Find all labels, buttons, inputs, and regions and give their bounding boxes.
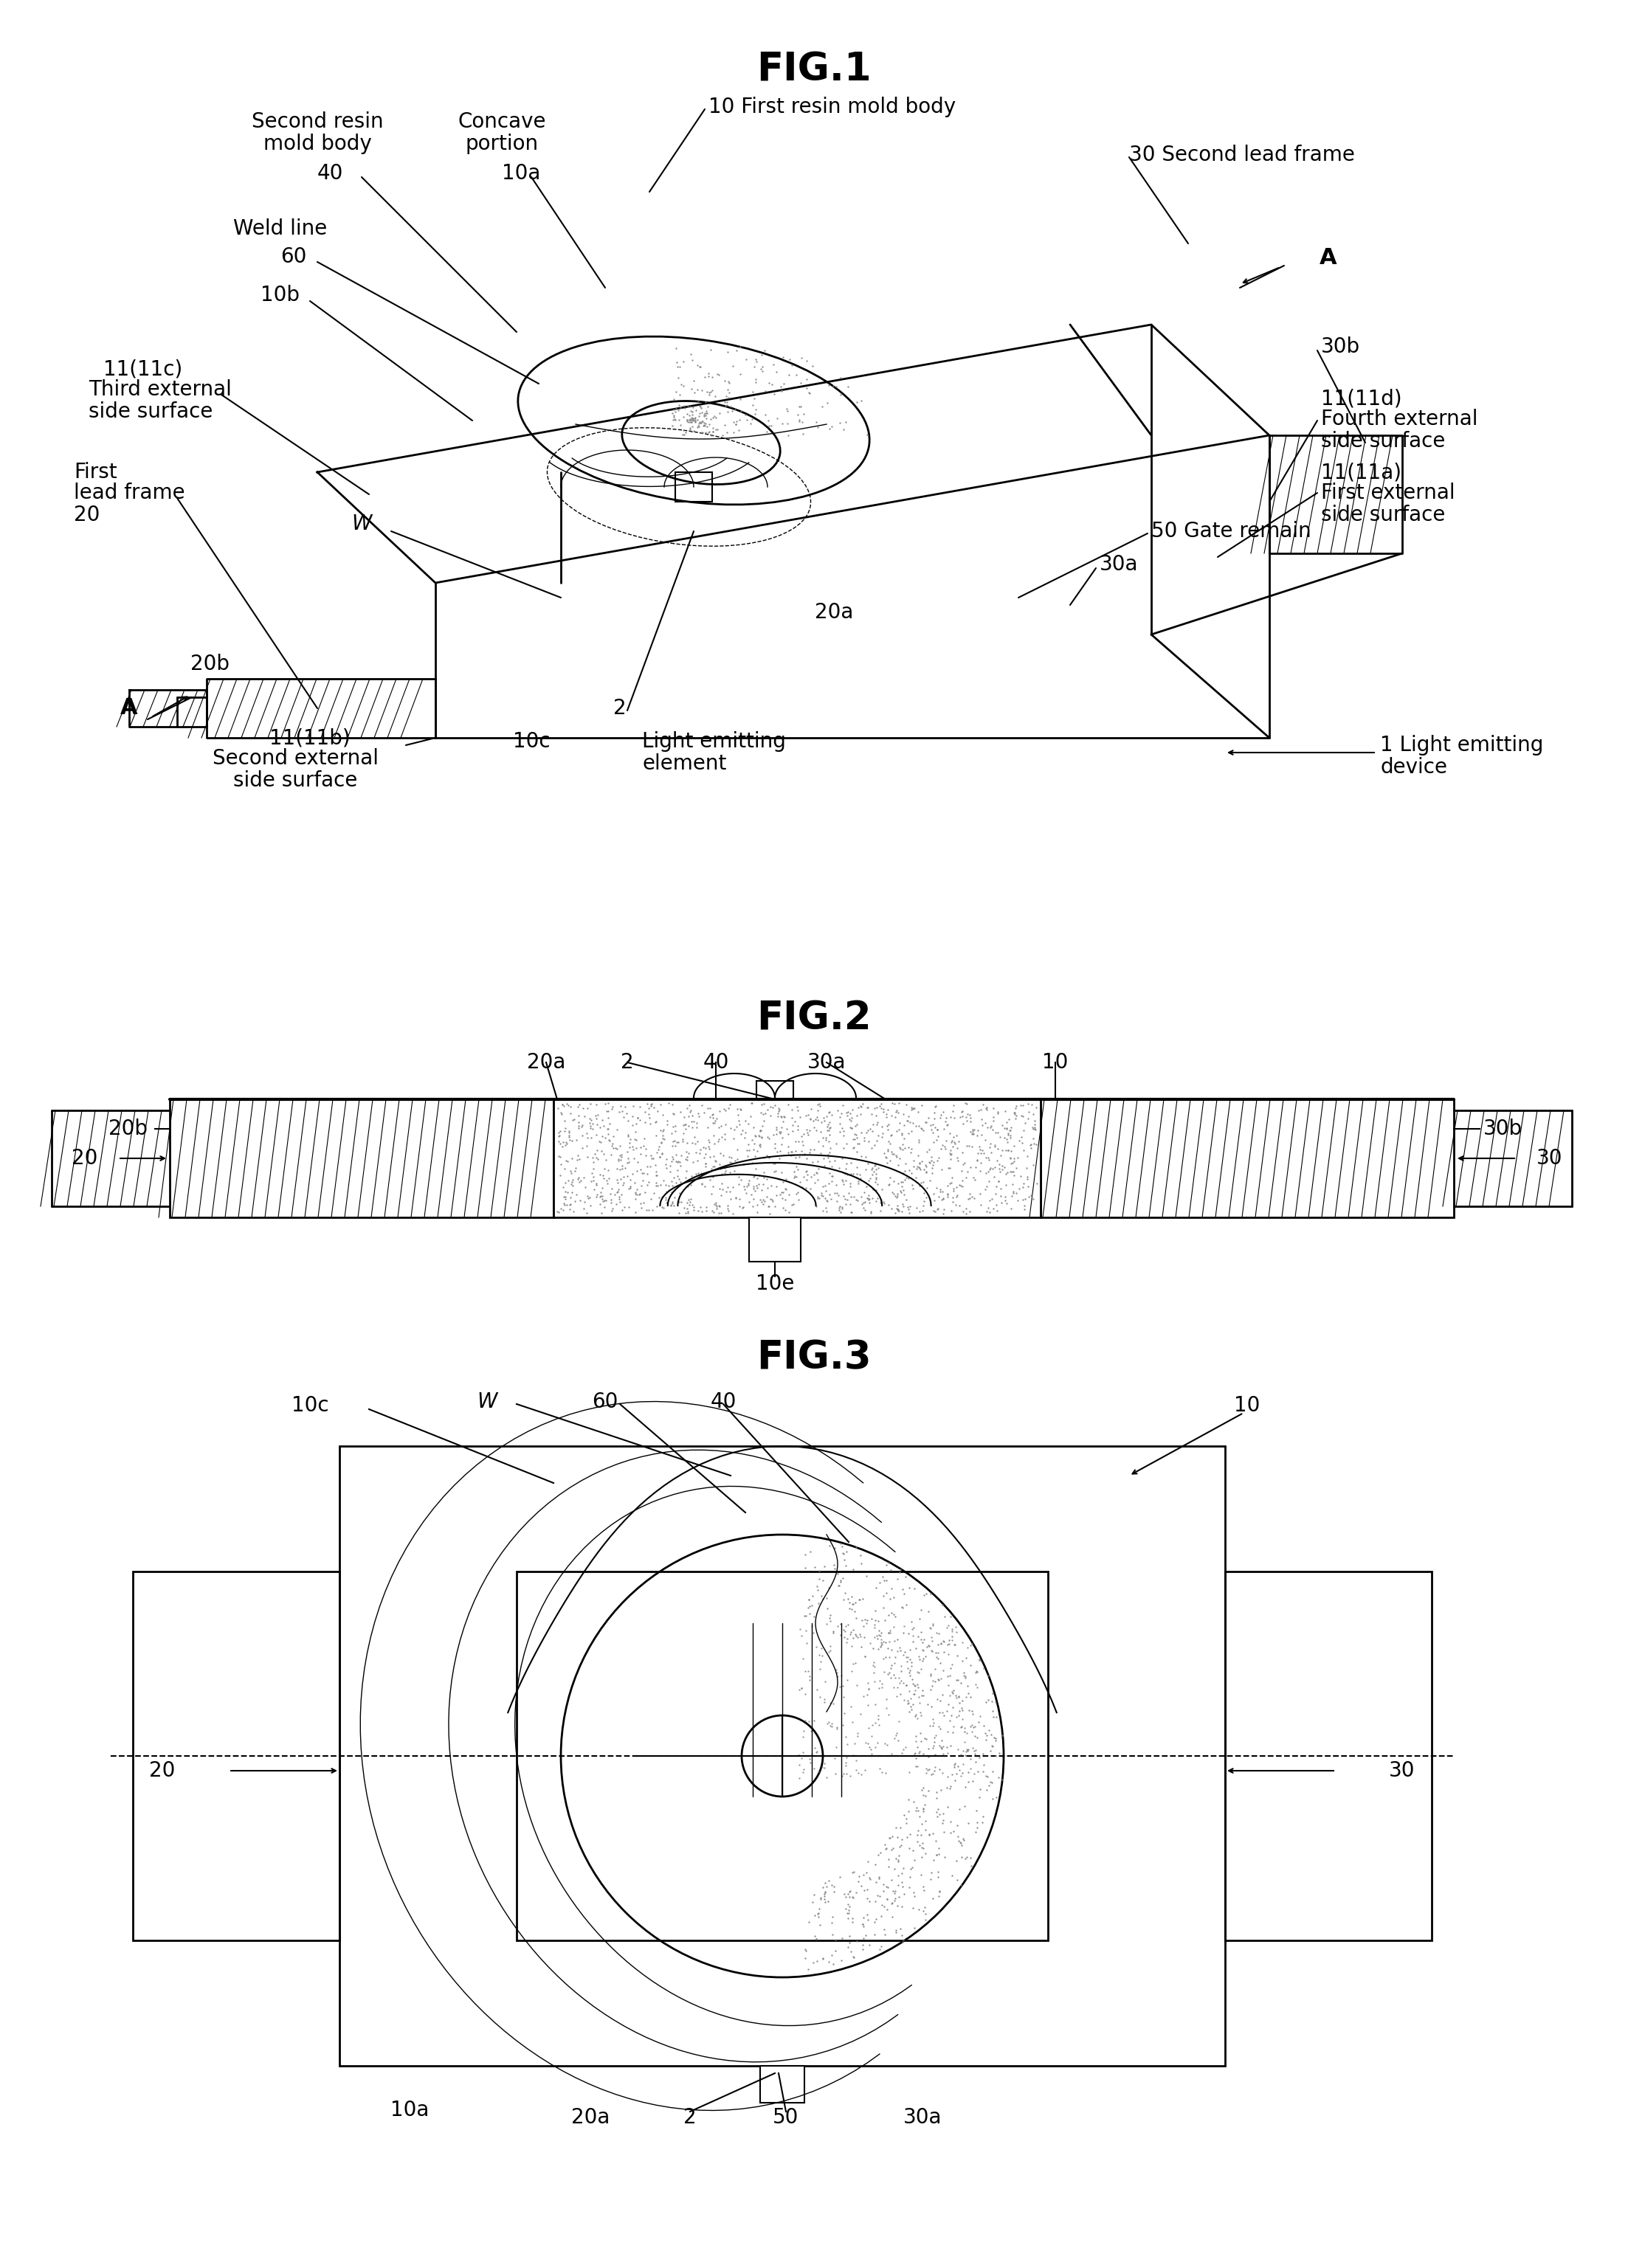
Text: 2: 2 bbox=[614, 699, 627, 719]
Text: 11(11d): 11(11d) bbox=[1320, 388, 1402, 408]
Text: 2: 2 bbox=[620, 1052, 633, 1073]
Text: mold body: mold body bbox=[264, 134, 371, 154]
Text: W: W bbox=[477, 1393, 497, 1413]
Text: 30: 30 bbox=[1389, 1760, 1415, 1780]
Text: A: A bbox=[1320, 247, 1337, 270]
Text: device: device bbox=[1381, 758, 1447, 778]
Text: 50 Gate remain: 50 Gate remain bbox=[1151, 522, 1311, 542]
Text: FIG.3: FIG.3 bbox=[757, 1338, 871, 1377]
Text: 10: 10 bbox=[1042, 1052, 1068, 1073]
Bar bbox=[757, 1082, 793, 1100]
Text: First external: First external bbox=[1320, 483, 1455, 503]
Text: 10e: 10e bbox=[755, 1272, 794, 1295]
Text: 30b: 30b bbox=[1483, 1118, 1522, 1139]
Text: FIG.1: FIG.1 bbox=[757, 50, 871, 88]
Text: 20a: 20a bbox=[814, 601, 853, 624]
Text: Second resin: Second resin bbox=[251, 111, 383, 132]
Text: 30a: 30a bbox=[807, 1052, 847, 1073]
Text: Concave: Concave bbox=[457, 111, 545, 132]
Bar bbox=[1224, 1572, 1431, 1941]
Bar bbox=[1040, 1100, 1454, 1218]
Text: 20b: 20b bbox=[109, 1118, 148, 1139]
Bar bbox=[516, 1572, 1048, 1941]
Text: side surface: side surface bbox=[88, 401, 213, 422]
Bar bbox=[133, 1572, 340, 1941]
Text: side surface: side surface bbox=[1320, 506, 1446, 526]
Text: 20: 20 bbox=[72, 1148, 98, 1168]
Bar bbox=[554, 1100, 1040, 1218]
Bar bbox=[749, 1218, 801, 1261]
Text: A: A bbox=[120, 699, 138, 719]
Text: W: W bbox=[352, 513, 371, 535]
Text: 20a: 20a bbox=[527, 1052, 565, 1073]
Text: 11(11a): 11(11a) bbox=[1320, 463, 1402, 483]
Text: 20: 20 bbox=[150, 1760, 176, 1780]
Text: 20: 20 bbox=[73, 506, 99, 526]
Text: 20a: 20a bbox=[571, 2107, 610, 2127]
Text: 11(11b): 11(11b) bbox=[270, 728, 350, 748]
Text: 1 Light emitting: 1 Light emitting bbox=[1381, 735, 1543, 755]
Text: 40: 40 bbox=[317, 163, 344, 184]
Text: 40: 40 bbox=[710, 1393, 736, 1413]
Text: 60: 60 bbox=[593, 1393, 619, 1413]
Text: 30a: 30a bbox=[904, 2107, 943, 2127]
Text: 30b: 30b bbox=[1320, 336, 1361, 356]
Text: First: First bbox=[73, 463, 117, 483]
Text: 60: 60 bbox=[280, 247, 306, 268]
Text: side surface: side surface bbox=[1320, 431, 1446, 451]
Text: 10a: 10a bbox=[391, 2100, 428, 2121]
Text: 11(11c): 11(11c) bbox=[103, 358, 182, 379]
Text: 10a: 10a bbox=[501, 163, 540, 184]
Text: element: element bbox=[641, 753, 726, 773]
Text: Third external: Third external bbox=[88, 379, 231, 399]
Text: Fourth external: Fourth external bbox=[1320, 408, 1478, 429]
Text: 2: 2 bbox=[684, 2107, 697, 2127]
Text: Light emitting: Light emitting bbox=[641, 730, 786, 751]
Text: 10: 10 bbox=[1234, 1395, 1260, 1415]
Text: portion: portion bbox=[466, 134, 539, 154]
Text: Weld line: Weld line bbox=[233, 218, 327, 238]
Text: side surface: side surface bbox=[233, 771, 357, 792]
Bar bbox=[676, 472, 711, 501]
Text: Second external: Second external bbox=[212, 748, 378, 769]
Bar bbox=[760, 2066, 804, 2102]
Text: FIG.2: FIG.2 bbox=[757, 998, 871, 1036]
Text: 30: 30 bbox=[1537, 1148, 1563, 1168]
Text: 50: 50 bbox=[773, 2107, 799, 2127]
Text: 10 First resin mold body: 10 First resin mold body bbox=[708, 98, 956, 118]
Text: 10c: 10c bbox=[291, 1395, 329, 1415]
Text: 10c: 10c bbox=[513, 730, 550, 751]
Bar bbox=[169, 1100, 554, 1218]
Text: 20b: 20b bbox=[190, 653, 230, 674]
Text: 30a: 30a bbox=[1099, 553, 1138, 574]
Text: lead frame: lead frame bbox=[73, 483, 186, 503]
Text: 30 Second lead frame: 30 Second lead frame bbox=[1130, 145, 1354, 166]
Text: 10b: 10b bbox=[260, 286, 300, 306]
Text: 40: 40 bbox=[703, 1052, 729, 1073]
Bar bbox=[340, 1447, 1224, 2066]
